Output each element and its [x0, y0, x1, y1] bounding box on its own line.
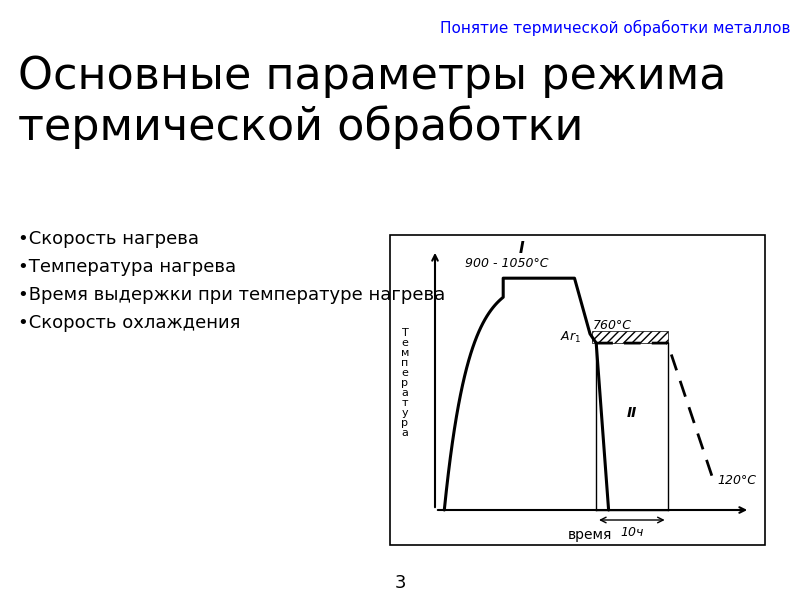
Text: •Время выдержки при температуре нагрева: •Время выдержки при температуре нагрева — [18, 286, 446, 304]
Bar — [390, 235, 765, 545]
Text: 3: 3 — [394, 574, 406, 592]
Text: •Температура нагрева: •Температура нагрева — [18, 258, 236, 276]
Text: $Ar_1$: $Ar_1$ — [560, 329, 581, 344]
Text: I: I — [519, 241, 525, 256]
Text: 900 - 1050°C: 900 - 1050°C — [465, 257, 548, 270]
Text: •Скорость охлаждения: •Скорость охлаждения — [18, 314, 240, 332]
Text: время: время — [568, 528, 612, 542]
Text: Т
е
м
п
е
р
а
т
у
р
а: Т е м п е р а т у р а — [401, 328, 409, 437]
Text: 120°C: 120°C — [717, 473, 756, 487]
Text: Основные параметры режима
термической обработки: Основные параметры режима термической об… — [18, 55, 726, 149]
Text: 760°C: 760°C — [593, 319, 632, 332]
Text: Понятие термической обработки металлов: Понятие термической обработки металлов — [439, 20, 790, 36]
Text: 10ч: 10ч — [620, 526, 643, 539]
Text: •Скорость нагрева: •Скорость нагрева — [18, 230, 199, 248]
Bar — [591, 331, 667, 343]
Text: II: II — [626, 406, 637, 419]
